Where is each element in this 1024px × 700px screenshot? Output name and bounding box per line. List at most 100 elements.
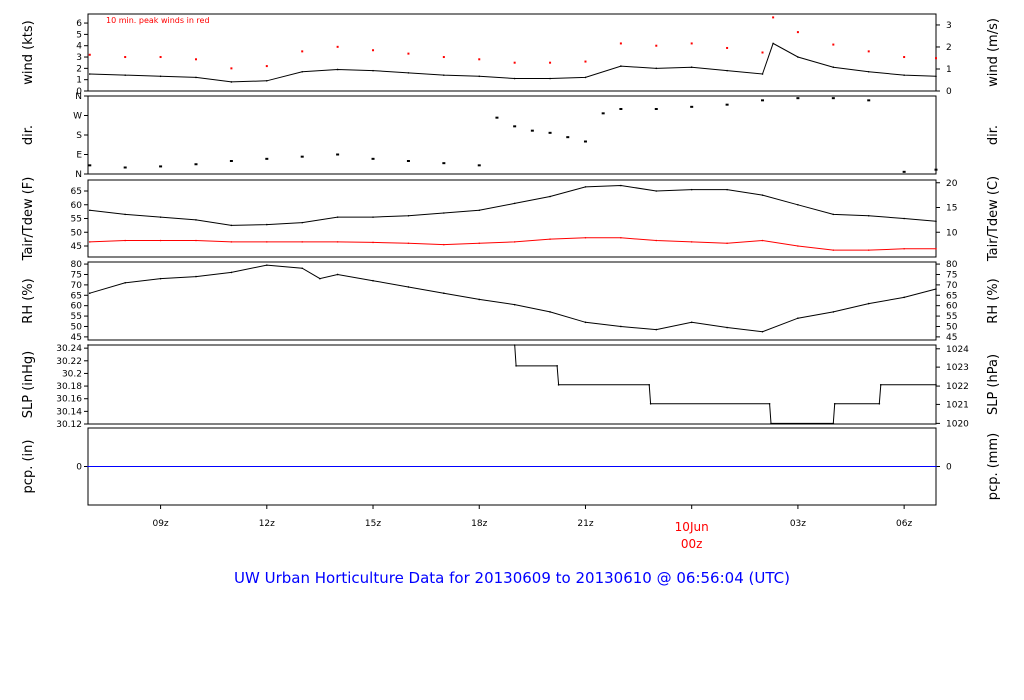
x-date-label: 10Jun xyxy=(675,520,709,534)
x-tick-label: 15z xyxy=(365,519,381,529)
temp-data-point xyxy=(478,242,481,245)
dir-point xyxy=(831,97,835,100)
y-tick-label-right: 0 xyxy=(946,463,952,473)
panel-frame xyxy=(87,261,937,341)
peak-wind-point xyxy=(584,60,587,63)
temp-data-point xyxy=(407,242,410,245)
temp-data-point xyxy=(407,214,410,217)
x-tick-label: 21z xyxy=(577,519,593,529)
y-tick-label: 30.2 xyxy=(62,369,82,379)
peak-wind-point xyxy=(301,50,304,53)
wind-data-point xyxy=(832,66,835,69)
y-tick-label: S xyxy=(76,131,82,141)
slp-data-point xyxy=(878,402,881,405)
slp-series-line xyxy=(88,344,936,424)
y-tick-label-right: 75 xyxy=(946,270,957,280)
rh-data-point xyxy=(903,296,905,299)
y-tick-label: 45 xyxy=(71,333,82,343)
rh-data-point xyxy=(513,303,516,306)
slp-data-point xyxy=(515,365,517,367)
wind-data-point xyxy=(797,56,799,58)
y-tick-label-right: 1022 xyxy=(946,382,969,392)
y-tick-label: 30.16 xyxy=(56,395,82,405)
temp-data-point xyxy=(159,239,162,242)
wind-data-point xyxy=(549,77,551,80)
y-tick-label: 55 xyxy=(71,215,82,225)
peak-wind-point xyxy=(690,42,693,45)
rh-series-line xyxy=(89,264,937,333)
y-tick-label-right: 60 xyxy=(946,302,958,312)
y-tick-label: 80 xyxy=(71,260,83,270)
pcp-data-point xyxy=(87,465,89,468)
rh-data-point xyxy=(584,321,587,324)
dir-point xyxy=(371,157,375,160)
temp-data-point xyxy=(88,209,91,212)
dir-point xyxy=(336,153,340,156)
panel-frame xyxy=(87,344,937,425)
y-tick-label: N xyxy=(75,92,82,102)
y-axis-label-right: SLP (hPa) xyxy=(986,354,1001,415)
y-tick-label: N xyxy=(75,170,82,180)
wind-data-point xyxy=(772,42,774,45)
dir-point xyxy=(406,160,410,162)
wind-data-point xyxy=(230,81,233,83)
wind-data-point xyxy=(903,74,905,76)
dir-point xyxy=(265,157,269,160)
peak-wind-point xyxy=(265,65,268,68)
y-axis-label-right: wind (m/s) xyxy=(986,18,1001,87)
y-axis-label-right: pcp. (mm) xyxy=(986,433,1001,500)
rh-data-point xyxy=(407,286,410,288)
rh-data-point xyxy=(478,298,481,301)
rh-data-point xyxy=(230,271,233,274)
wind-data-point xyxy=(655,67,658,70)
temp-data-point xyxy=(124,239,126,242)
peak-wind-point xyxy=(549,61,552,64)
time-axis: 09z 12z 15z 18z 21z 10Jun 00z 03z 06z xyxy=(152,505,912,551)
wind-data-point xyxy=(726,69,728,72)
y-tick-label-right: 3 xyxy=(946,21,952,31)
temp-data-point xyxy=(336,216,339,218)
temp-data-point xyxy=(266,241,268,243)
dir-point xyxy=(194,163,198,166)
y-tick-label-right: 15 xyxy=(946,204,957,214)
temp-data-point xyxy=(372,241,374,244)
slp-data-point xyxy=(87,344,89,346)
y-tick-label-right: 10 xyxy=(946,228,958,238)
y-tick-label: 30.12 xyxy=(56,420,82,430)
y-tick-label: 1 xyxy=(76,76,82,86)
temp-data-point xyxy=(935,220,937,223)
rh-data-point xyxy=(935,288,937,290)
peak-wind-point xyxy=(513,61,516,64)
temp-data-point xyxy=(266,223,268,226)
dir-point xyxy=(583,140,587,143)
temp-data-point xyxy=(761,239,764,242)
y-tick-label: 0 xyxy=(76,87,82,97)
y-tick-label-right: 1024 xyxy=(946,345,969,355)
temp-data-point xyxy=(726,188,728,191)
wind-data-point xyxy=(266,80,268,82)
temp-data-point xyxy=(549,238,551,240)
temp-data-point xyxy=(301,221,304,224)
y-tick-label: 70 xyxy=(71,281,83,291)
temp-data-point xyxy=(549,195,551,198)
x-tick-label: 06z xyxy=(896,519,912,529)
slp-data-point xyxy=(556,365,558,367)
wind-data-point xyxy=(301,70,304,73)
x-tick-label: 12z xyxy=(259,519,275,529)
peak-wind-point xyxy=(407,52,410,55)
temp-data-point xyxy=(513,241,516,243)
temp-data-point xyxy=(903,247,905,250)
peak-wind-point xyxy=(336,45,339,48)
rh-data-point xyxy=(266,264,268,266)
dir-point xyxy=(867,99,871,102)
y-tick-label: 60 xyxy=(71,302,83,312)
wind-data-point xyxy=(620,65,622,67)
y-tick-label: 55 xyxy=(71,312,82,322)
peak-wind-point xyxy=(442,56,445,59)
dir-point xyxy=(566,136,570,139)
wind-data-point xyxy=(478,75,481,78)
y-axis-label: SLP (inHg) xyxy=(21,351,36,419)
